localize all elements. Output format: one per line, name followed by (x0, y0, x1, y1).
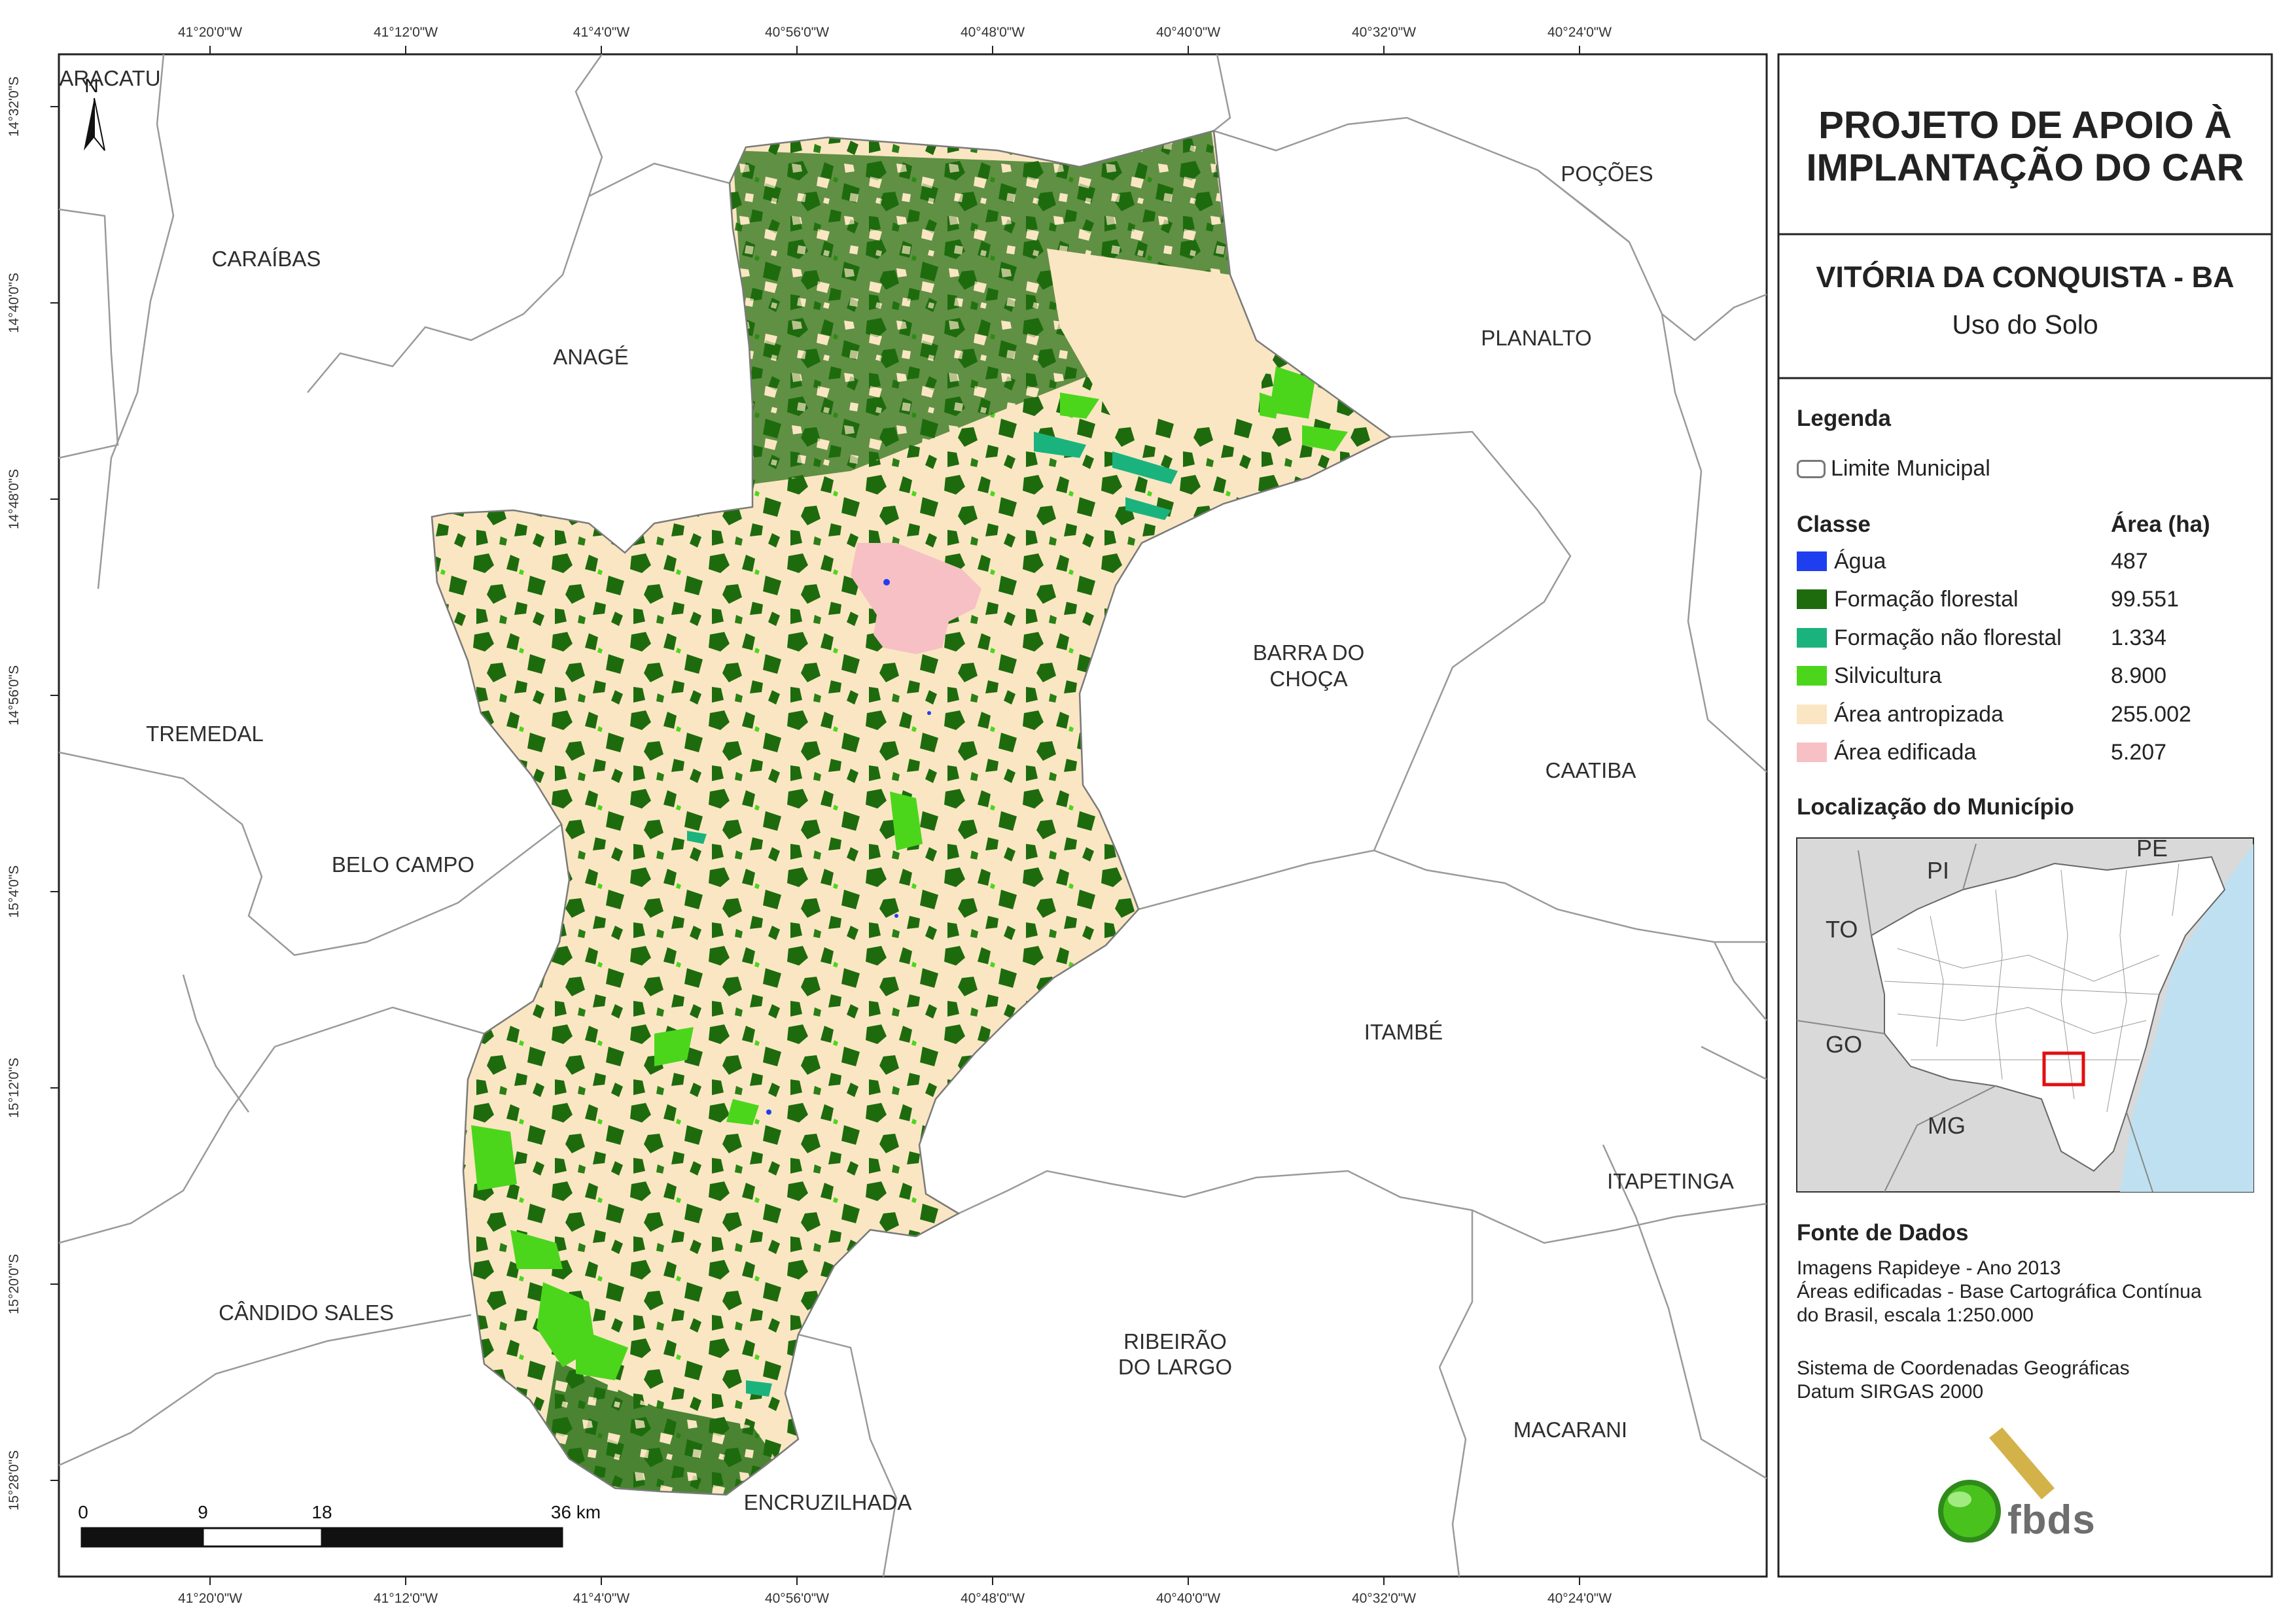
legend-heading: Legenda (1797, 406, 1891, 431)
lon-tick: 40°56'0"W (764, 1591, 830, 1606)
lon-tick: 40°32'0"W (1351, 1591, 1417, 1606)
municipality-boundary (431, 130, 1392, 1496)
lon-tick: 41°4'0"W (573, 1591, 630, 1606)
neighbor-label: CÂNDIDO SALES (219, 1300, 394, 1325)
lat-tick: 14°32'0"S (7, 76, 22, 137)
legend-swatch (1797, 742, 1827, 762)
lat-tick: 15°28'0"S (7, 1450, 22, 1511)
lon-tick: 40°56'0"W (764, 25, 830, 40)
north-label: N (84, 75, 99, 97)
source-line: do Brasil, escala 1:250.000 (1797, 1304, 2034, 1326)
inset-state-label: GO (1826, 1031, 1863, 1058)
municipality-title: VITÓRIA DA CONQUISTA - BA (1816, 260, 2234, 294)
lat-tick: 15°4'0"S (7, 865, 22, 918)
source-line: Áreas edificadas - Base Cartográfica Con… (1797, 1281, 2202, 1302)
title-line-1: PROJETO DE APOIO À (1818, 104, 2232, 147)
neighbor-label: ARACATU (59, 66, 161, 90)
inset-state-label: PI (1927, 857, 1950, 884)
neighbor-label: CHOÇA (1269, 667, 1348, 691)
title-block: PROJETO DE APOIO À IMPLANTAÇÃO DO CAR (1778, 54, 2272, 234)
lon-tick: 40°24'0"W (1547, 1591, 1612, 1606)
lon-tick: 41°20'0"W (177, 25, 243, 40)
location-heading: Localização do Município (1797, 794, 2074, 820)
limit-label: Limite Municipal (1831, 456, 1990, 481)
neighbor-label: ENCRUZILHADA (743, 1490, 912, 1514)
subtitle-block: VITÓRIA DA CONQUISTA - BA Uso do Solo (1778, 234, 2272, 378)
legend-swatch (1797, 705, 1827, 724)
legend-class-name: Silvicultura (1834, 663, 1942, 688)
legend-class-area: 1.334 (2111, 625, 2167, 650)
fbds-logo (1938, 1427, 2055, 1543)
lon-tick: 40°24'0"W (1547, 25, 1612, 40)
neighbor-label: CARAÍBAS (211, 247, 321, 271)
neighbor-label: ANAGÉ (553, 345, 629, 369)
inset-state-label: MG (1928, 1112, 1966, 1139)
legend-swatch (1797, 551, 1827, 571)
lon-tick: 40°48'0"W (960, 1591, 1025, 1606)
lon-tick: 41°12'0"W (373, 1591, 438, 1606)
legend-class-area: 487 (2111, 549, 2148, 574)
legend-class-name: Área antropizada (1834, 702, 2004, 727)
legend-class-area: 8.900 (2111, 663, 2167, 688)
neighbor-label: BARRA DO (1252, 640, 1365, 665)
logo-text: fbds (2007, 1497, 2096, 1543)
lon-tick: 40°40'0"W (1156, 25, 1221, 40)
lon-tick: 40°32'0"W (1351, 25, 1417, 40)
lon-tick: 41°12'0"W (373, 25, 438, 40)
neighbor-label: PLANALTO (1481, 326, 1592, 350)
area-heading: Área (ha) (2111, 512, 2210, 537)
source-line: Imagens Rapideye - Ano 2013 (1797, 1257, 2061, 1279)
limit-symbol (1797, 460, 1826, 478)
neighbor-label: ITAMBÉ (1364, 1020, 1443, 1044)
neighbor-label: POÇÕES (1561, 162, 1653, 186)
class-heading: Classe (1797, 512, 1871, 537)
north-arrow-icon (84, 97, 105, 151)
lon-tick: 40°48'0"W (960, 25, 1025, 40)
lat-tick: 14°48'0"S (7, 468, 22, 530)
legend-class-area: 255.002 (2111, 702, 2191, 727)
neighbor-label: MACARANI (1513, 1418, 1628, 1442)
neighbor-label: BELO CAMPO (331, 852, 475, 877)
lon-tick: 41°20'0"W (177, 1591, 243, 1606)
legend-class-name: Formação florestal (1834, 587, 2019, 612)
legend-class-area: 99.551 (2111, 587, 2179, 612)
neighbor-label: TREMEDAL (146, 722, 264, 746)
scale-label: 0 (78, 1502, 88, 1522)
lat-tick: 15°20'0"S (7, 1253, 22, 1315)
inset-state-label: TO (1826, 916, 1858, 943)
scale-label: 9 (198, 1502, 208, 1522)
legend-swatch (1797, 666, 1827, 686)
neighbor-label: CAATIBA (1545, 758, 1636, 782)
legend-swatch (1797, 628, 1827, 648)
legend-swatch (1797, 589, 1827, 609)
legend-class-name: Área edificada (1834, 740, 1977, 765)
scale-label: 18 (311, 1502, 332, 1522)
source-heading: Fonte de Dados (1797, 1220, 1969, 1246)
legend-class-name: Água (1834, 549, 1886, 574)
inset-state-label: PE (2136, 835, 2168, 862)
lat-tick: 14°56'0"S (7, 665, 22, 726)
legend-class-area: 5.207 (2111, 740, 2167, 765)
title-line-2: IMPLANTAÇÃO DO CAR (1806, 147, 2244, 189)
scale-label: 36 km (550, 1502, 601, 1522)
lon-tick: 40°40'0"W (1156, 1591, 1221, 1606)
crs-line: Sistema de Coordenadas Geográficas (1797, 1357, 2130, 1379)
location-inset-map (1796, 837, 2254, 1193)
lon-tick: 41°4'0"W (573, 25, 630, 40)
lat-tick: 15°12'0"S (7, 1057, 22, 1119)
neighbor-label: DO LARGO (1118, 1355, 1233, 1379)
neighbor-label: ITAPETINGA (1607, 1169, 1734, 1193)
scale-bar (80, 1527, 563, 1548)
crs-line: Datum SIRGAS 2000 (1797, 1381, 1984, 1403)
map-subtitle: Uso do Solo (1952, 309, 2098, 340)
legend-class-name: Formação não florestal (1834, 625, 2062, 650)
lat-tick: 14°40'0"S (7, 272, 22, 334)
neighbor-label: RIBEIRÃO (1123, 1329, 1227, 1353)
